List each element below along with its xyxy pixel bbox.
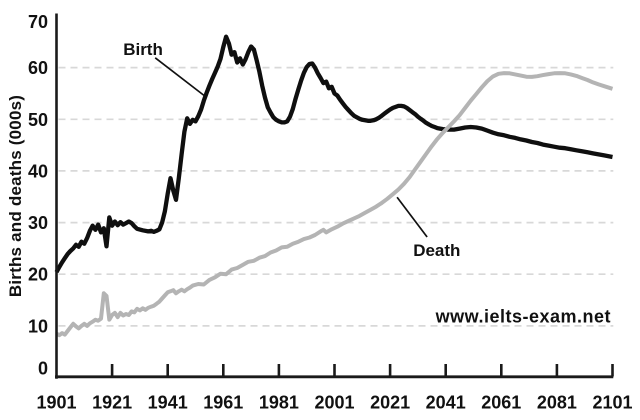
series-line-death <box>55 71 614 338</box>
x-tick-label-1901: 1901 <box>36 393 76 413</box>
x-tick-label-2101: 2101 <box>592 393 632 413</box>
birth-label: Birth <box>123 40 163 59</box>
death-leader-line <box>396 196 428 238</box>
axis-tick-labels: 1901 1921 1941 1961 1981 2001 2021 2041 2061 2081… <box>28 12 633 413</box>
x-tick-label-1981: 1981 <box>259 393 299 413</box>
death-label: Death <box>413 241 460 260</box>
x-tick-label-2041: 2041 <box>426 393 466 413</box>
watermark-text: www.ielts-exam.net <box>435 307 611 327</box>
y-tick-label-70: 70 <box>28 12 48 32</box>
birth-leader-line <box>154 57 205 97</box>
x-tick-label-2081: 2081 <box>537 393 577 413</box>
x-tick-label-1921: 1921 <box>92 393 132 413</box>
series-line-birth <box>54 34 613 274</box>
y-tick-label-30: 30 <box>28 213 48 233</box>
x-tick-label-2001: 2001 <box>314 393 354 413</box>
y-axis-title: Births and deaths (000s) <box>6 95 25 297</box>
series-lines <box>54 34 614 338</box>
x-tick-label-2021: 2021 <box>370 393 410 413</box>
y-tick-label-0: 0 <box>38 359 48 379</box>
x-tick-label-1941: 1941 <box>148 393 188 413</box>
gridlines <box>58 66 614 327</box>
x-tick-marks <box>110 364 614 377</box>
y-tick-label-60: 60 <box>28 58 48 78</box>
y-tick-label-10: 10 <box>28 316 48 336</box>
x-tick-label-2061: 2061 <box>481 393 521 413</box>
y-tick-label-50: 50 <box>28 110 48 130</box>
y-tick-label-40: 40 <box>28 161 48 181</box>
x-tick-label-1961: 1961 <box>203 393 243 413</box>
y-tick-label-20: 20 <box>28 265 48 285</box>
axes <box>55 13 614 379</box>
